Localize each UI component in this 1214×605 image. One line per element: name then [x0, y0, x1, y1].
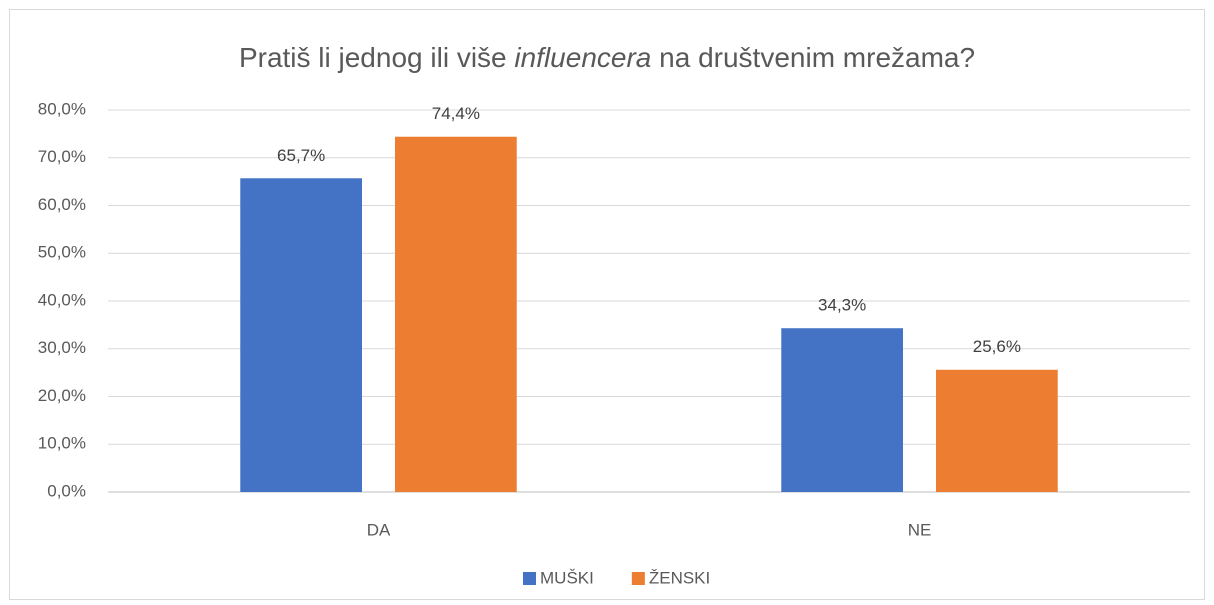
y-tick-label: 10,0%	[38, 434, 86, 453]
legend-label: MUŠKI	[540, 568, 594, 587]
y-tick-label: 70,0%	[38, 147, 86, 166]
title-part: influencera	[514, 42, 651, 73]
x-tick-label: NE	[908, 520, 932, 539]
data-label: 74,4%	[432, 104, 480, 123]
chart-title: Pratiš li jednog ili više influencera na…	[239, 42, 975, 73]
y-tick-label: 60,0%	[38, 195, 86, 214]
y-tick-label: 20,0%	[38, 386, 86, 405]
title-part: na društvenim mrežama?	[651, 42, 975, 73]
bar	[781, 328, 903, 492]
bar	[395, 136, 517, 493]
data-label: 34,3%	[818, 296, 866, 315]
legend-label: ŽENSKI	[649, 568, 710, 587]
chart-border	[9, 9, 1205, 600]
y-tick-label: 0,0%	[47, 481, 86, 500]
legend-swatch	[523, 572, 536, 585]
y-tick-label: 50,0%	[38, 243, 86, 262]
data-label: 65,7%	[277, 146, 325, 165]
bar	[240, 178, 362, 492]
y-tick-label: 40,0%	[38, 290, 86, 309]
y-tick-label: 30,0%	[38, 338, 86, 357]
y-tick-label: 80,0%	[38, 99, 86, 118]
title-part: Pratiš li jednog ili više	[239, 42, 514, 73]
x-tick-label: DA	[367, 520, 391, 539]
legend-swatch	[631, 572, 645, 585]
data-label: 25,6%	[973, 337, 1021, 356]
bar	[936, 369, 1058, 492]
